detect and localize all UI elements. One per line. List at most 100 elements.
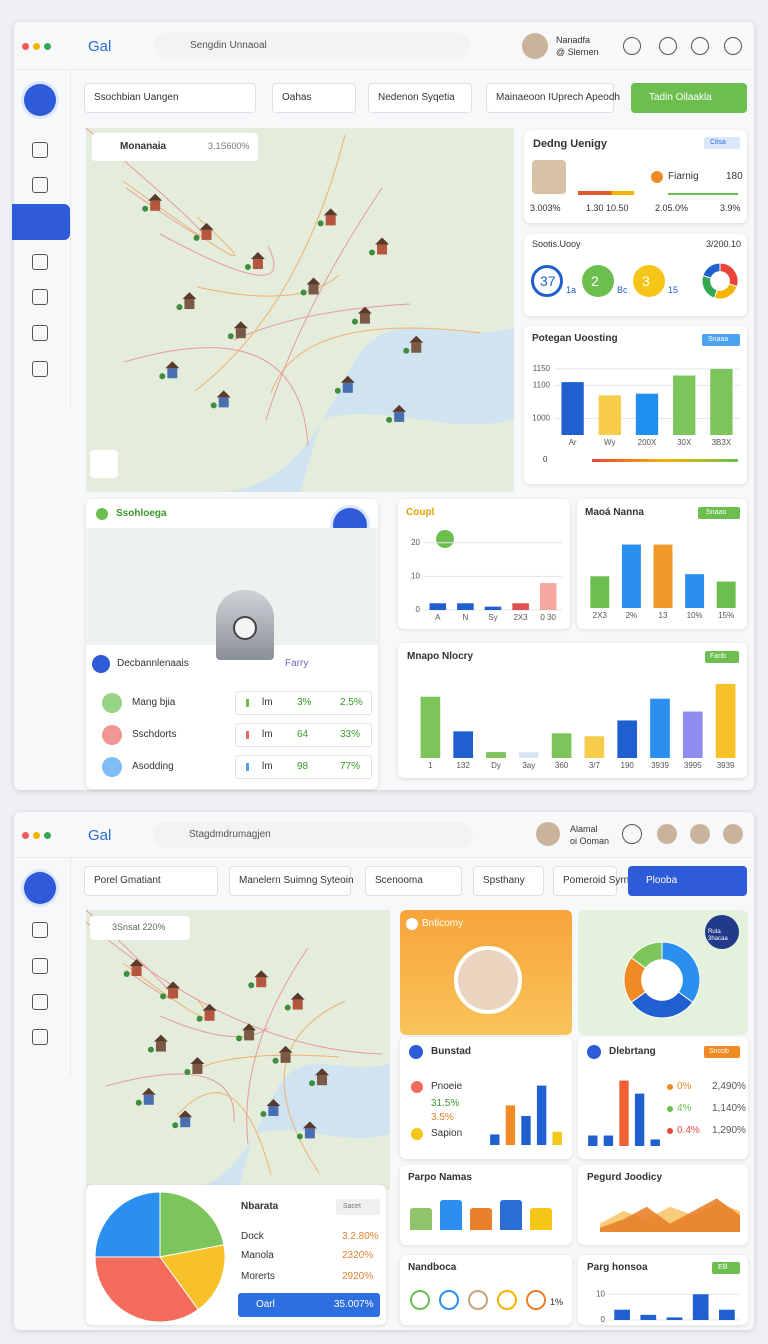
nav-icon[interactable] xyxy=(32,361,48,377)
search-box[interactable] xyxy=(154,33,470,59)
label: Sootis.Uooy xyxy=(532,239,581,249)
map-label-card xyxy=(90,916,190,940)
pie-slice xyxy=(159,1244,226,1311)
label: 35.007% xyxy=(334,1299,374,1310)
search-box[interactable] xyxy=(153,822,473,848)
pie-chart xyxy=(701,262,739,300)
label: 77% xyxy=(340,761,361,772)
landmark-roof xyxy=(250,252,265,260)
nav-active[interactable] xyxy=(12,204,70,240)
action-button[interactable] xyxy=(628,866,747,896)
bar-chart: 2X3 2% 13 10% 15% xyxy=(590,544,736,620)
map-label-card xyxy=(92,133,258,161)
tree xyxy=(300,289,307,296)
search-text: Sengdin Unnaoal xyxy=(190,40,267,51)
x-tick-label: 3939 xyxy=(717,761,735,770)
tree xyxy=(142,205,149,212)
landmark-roof xyxy=(290,992,305,1000)
label: 0% xyxy=(677,1081,692,1092)
window-dot xyxy=(32,42,40,50)
label: Monanaia xyxy=(120,141,167,152)
filter[interactable] xyxy=(84,866,218,896)
filter[interactable] xyxy=(84,83,256,113)
nav-icon[interactable] xyxy=(32,922,48,938)
nav-icon[interactable] xyxy=(32,289,48,305)
label: Coupl xyxy=(406,507,435,518)
badge xyxy=(698,507,740,519)
landmark-roof xyxy=(190,1057,205,1064)
bar xyxy=(457,603,474,610)
tree xyxy=(403,347,410,354)
label: Fanb xyxy=(710,653,726,660)
icon xyxy=(439,1290,459,1310)
x-tick-label: 13 xyxy=(659,611,668,620)
label: 3 xyxy=(642,273,650,289)
icons-card xyxy=(400,1255,572,1325)
landmark-roof xyxy=(315,1068,330,1076)
nav-icon[interactable] xyxy=(32,325,48,341)
nav-icon[interactable] xyxy=(32,142,48,158)
sidebar xyxy=(14,70,71,409)
landmark xyxy=(218,397,229,408)
window-dot xyxy=(21,831,29,839)
road xyxy=(122,180,236,257)
nav-icon[interactable] xyxy=(32,254,48,270)
nav-icon[interactable] xyxy=(32,958,48,974)
label: Mnapo Nlocry xyxy=(407,651,474,662)
landmark-roof xyxy=(323,208,338,216)
label: Asodding xyxy=(132,761,174,772)
label: 2920% xyxy=(342,1271,374,1282)
filter[interactable] xyxy=(486,83,614,113)
header xyxy=(14,22,754,70)
bar xyxy=(429,603,447,610)
filter[interactable] xyxy=(229,866,351,896)
window-dot xyxy=(21,42,29,50)
bar xyxy=(486,752,506,758)
chart-icon xyxy=(436,530,454,548)
search-text: Stagdmdrumagjen xyxy=(189,829,271,840)
road xyxy=(283,1000,346,1174)
nav-icon[interactable] xyxy=(32,994,48,1010)
filter[interactable] xyxy=(553,866,617,896)
donut-hole xyxy=(710,271,730,291)
nav-icon[interactable] xyxy=(32,1029,48,1045)
label: Sapion xyxy=(431,1128,463,1139)
label: Ruta 3hacaa xyxy=(708,929,728,942)
label: Oarl xyxy=(256,1299,275,1310)
user-role: oi Ooman xyxy=(570,836,610,846)
zoom-button[interactable] xyxy=(90,450,118,478)
tree xyxy=(334,387,341,394)
area xyxy=(600,1198,740,1232)
road xyxy=(159,233,275,276)
metric-box xyxy=(235,723,372,747)
landmark-roof xyxy=(254,970,269,978)
landmark-roof xyxy=(306,277,321,285)
badge xyxy=(704,1046,740,1058)
total-bar[interactable] xyxy=(238,1293,380,1317)
bar-icon xyxy=(246,699,249,707)
filter[interactable] xyxy=(365,866,462,896)
label: 1.30 10.50 xyxy=(586,203,629,213)
filter[interactable] xyxy=(473,866,544,896)
label: 3.5% xyxy=(431,1112,454,1123)
bar xyxy=(650,1139,660,1146)
filter[interactable] xyxy=(368,83,472,113)
icon xyxy=(411,1081,423,1093)
label: Maoá Nanna xyxy=(585,507,644,518)
filter[interactable] xyxy=(272,83,356,113)
user-name: Alamal xyxy=(570,824,598,834)
label: Farry xyxy=(285,658,309,669)
action-button[interactable] xyxy=(631,83,747,113)
header-icon xyxy=(723,824,743,844)
nav-icon[interactable] xyxy=(32,177,48,193)
landmark-roof xyxy=(148,193,163,201)
road xyxy=(123,347,309,447)
tree xyxy=(159,373,166,380)
label: Mang bjia xyxy=(132,697,176,708)
x-tick-label: 3ay xyxy=(522,761,535,770)
bar xyxy=(490,1134,500,1145)
avatar xyxy=(522,33,548,59)
label: 2.05.0% xyxy=(655,203,689,213)
icon xyxy=(667,1128,673,1134)
x-tick-label: Dy xyxy=(491,761,501,770)
